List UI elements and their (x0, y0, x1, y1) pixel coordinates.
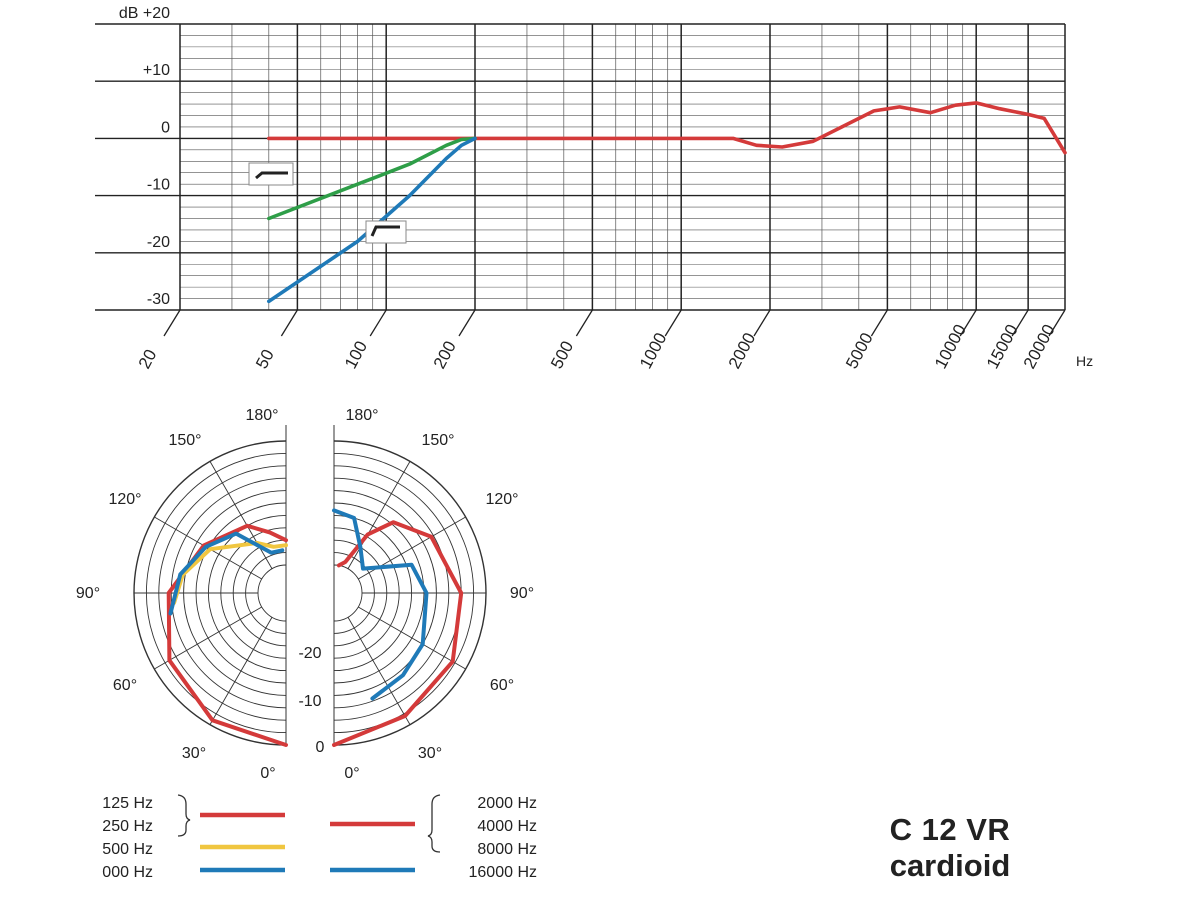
x-tick-label: 200 (430, 338, 460, 372)
series-line (267, 136, 477, 221)
angle-label: 180° (245, 407, 278, 424)
x-tick-mark (1011, 309, 1029, 337)
x-tick-mark (458, 309, 476, 337)
y-tick-label: -20 (147, 234, 170, 251)
legend-label-right: 2000 Hz (477, 795, 537, 812)
angle-label: 90° (510, 585, 534, 602)
series-line (267, 101, 1067, 155)
x-tick-label: 50 (252, 346, 278, 372)
polar-curve (168, 531, 285, 616)
x-tick-mark (575, 309, 593, 337)
model-label: C 12 VR cardioid (820, 812, 1080, 884)
x-tick-mark (753, 309, 771, 337)
angle-label: 120° (485, 491, 518, 508)
series-line (267, 136, 477, 304)
x-tick-label: 20000 (1020, 321, 1059, 372)
angle-label: 0° (344, 765, 359, 782)
x-axis-label: Hz (1076, 353, 1093, 369)
x-tick-mark (369, 309, 387, 337)
low-cut-steep-icon (365, 220, 407, 244)
y-tick-label: -10 (147, 177, 170, 194)
polar-curve (332, 508, 429, 701)
y-tick-label: dB +20 (119, 5, 170, 22)
angle-label: 150° (421, 432, 454, 449)
legend-brace (177, 794, 191, 837)
angle-label: 30° (182, 745, 206, 762)
polar-half (334, 440, 487, 746)
x-tick-label: 20 (135, 346, 161, 372)
polar-spoke (209, 461, 273, 569)
angle-label: 120° (108, 491, 141, 508)
angle-label: 0° (260, 765, 275, 782)
x-tick-label: 100 (341, 338, 371, 372)
x-tick-mark (1048, 309, 1066, 337)
polar-spoke (347, 461, 411, 569)
x-tick-label: 10000 (931, 321, 970, 372)
y-tick-label: -30 (147, 291, 170, 308)
legend: 125 Hz 250 Hz 500 Hz 000 Hz 2000 Hz 4000 Hz 80… (102, 794, 538, 881)
polar-curve (332, 520, 464, 747)
angle-label: 60° (113, 677, 137, 694)
polar-spoke (154, 606, 262, 670)
polar-spoke (347, 617, 411, 725)
low-cut-gentle-icon (248, 162, 294, 186)
x-tick-mark (664, 309, 682, 337)
legend-label-left: 125 Hz (102, 795, 153, 812)
polar-spoke (209, 617, 273, 725)
angle-label: 150° (168, 432, 201, 449)
frequency-response-chart: dB +20 +10 0 -10 -20 -30 20 50 100 200 500 1000 2000… (95, 5, 1093, 372)
radial-label: 0 (316, 739, 325, 756)
legend-label-left: 250 Hz (102, 818, 153, 835)
legend-label-right: 16000 Hz (469, 864, 538, 881)
filter-icons (248, 162, 407, 244)
radial-label: -20 (298, 645, 321, 662)
polar-curve (172, 541, 288, 605)
model-name: C 12 VR (889, 812, 1011, 847)
angle-label: 60° (490, 677, 514, 694)
x-tick-label: 500 (547, 338, 577, 372)
polar-spoke (358, 606, 466, 670)
legend-label-right: 4000 Hz (477, 818, 537, 835)
x-tick-label: 15000 (983, 321, 1022, 372)
x-tick-label: 2000 (725, 330, 760, 372)
radial-label: -10 (298, 693, 321, 710)
x-tick-label: 1000 (636, 330, 671, 372)
polar-pattern-chart: 180° 180° 150° 150° 120° 120° 90° 90° 60° 60° 30° 3… (76, 407, 534, 782)
y-tick-label: +10 (143, 62, 170, 79)
x-tick-mark (163, 309, 181, 337)
pattern-name: cardioid (889, 848, 1011, 883)
x-tick-mark (280, 309, 298, 337)
x-tick-mark (959, 309, 977, 337)
legend-label-left: 000 Hz (102, 864, 153, 881)
y-tick-label: 0 (161, 119, 170, 136)
angle-label: 30° (418, 745, 442, 762)
angle-label: 180° (345, 407, 378, 424)
legend-label-left: 500 Hz (102, 841, 153, 858)
x-tick-label: 5000 (842, 330, 877, 372)
legend-label-right: 8000 Hz (477, 841, 537, 858)
legend-brace (427, 794, 441, 853)
angle-label: 90° (76, 585, 100, 602)
x-tick-mark (870, 309, 888, 337)
